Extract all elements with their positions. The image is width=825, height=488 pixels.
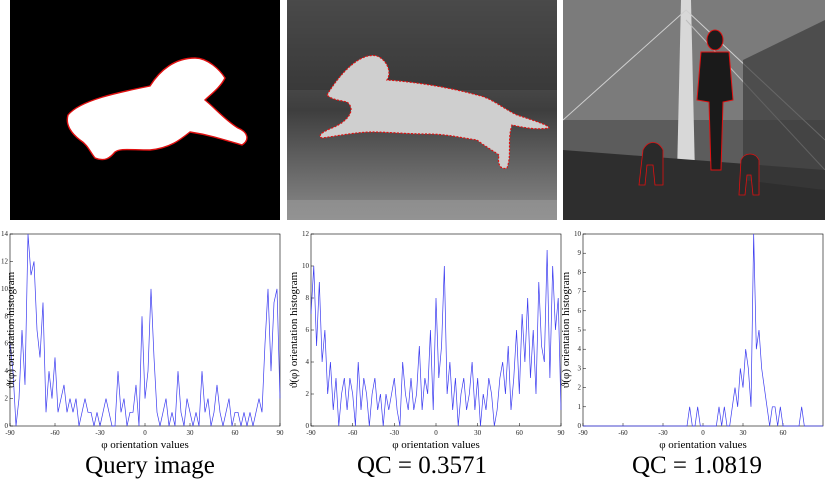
caption-qc-0-3571: QC = 0.3571 — [356, 452, 488, 479]
y-tick-label: 2 — [5, 395, 9, 403]
x-tick-label: -60 — [618, 429, 628, 437]
histogram-series-line — [9, 233, 281, 427]
y-tick-label: 6 — [306, 326, 310, 334]
histogram-series-line — [310, 249, 562, 427]
x-tick-label: 90 — [558, 429, 566, 437]
x-tick-label: -60 — [348, 429, 358, 437]
leaping-dog-panel — [287, 0, 557, 220]
y-tick-label: 10 — [574, 230, 582, 238]
y-tick-label: 10 — [302, 262, 310, 270]
x-tick-label: 30 — [740, 429, 748, 437]
x-tick-label: 30 — [474, 429, 482, 437]
y-tick-label: 0 — [306, 422, 310, 430]
y-tick-label: 4 — [306, 358, 310, 366]
y-tick-label: 12 — [1, 257, 9, 265]
x-tick-label: -90 — [578, 429, 588, 437]
y-tick-label: 3 — [578, 364, 582, 372]
y-tick-label: 6 — [5, 340, 9, 348]
y-axis-label: ϑ(φ) orientation histogram — [288, 271, 300, 388]
plot-area — [582, 233, 824, 427]
y-tick-label: 7 — [578, 288, 582, 296]
y-axis-label: ϑ(φ) orientation histogram — [5, 271, 17, 388]
histogram-chart-qc-0-3571: 0 2 4 6 8 10 12 -90 -60 -30 0 30 60 90 φ orientation v… — [283, 228, 566, 451]
query-image-panel — [10, 0, 280, 220]
x-axis-label: φ orientation values — [101, 439, 189, 451]
x-tick-label: 0 — [143, 429, 147, 437]
y-tick-label: 0 — [5, 422, 9, 430]
x-tick-label: 90 — [277, 429, 285, 437]
x-tick-label: 60 — [780, 429, 788, 437]
y-tick-label: 8 — [306, 294, 310, 302]
x-tick-label: 0 — [434, 429, 438, 437]
y-tick-label: 6 — [578, 307, 582, 315]
y-tick-label: 4 — [5, 367, 9, 375]
y-tick-label: 14 — [1, 230, 9, 238]
y-tick-label: 2 — [306, 390, 310, 398]
bridge-scene-image — [563, 0, 825, 220]
y-tick-label: 8 — [578, 268, 582, 276]
x-tick-label: -90 — [5, 429, 15, 437]
x-tick-label: -30 — [658, 429, 668, 437]
bridge-scene-panel — [563, 0, 825, 220]
x-tick-label: 60 — [516, 429, 524, 437]
y-tick-label: 5 — [578, 326, 582, 334]
y-tick-label: 4 — [578, 345, 582, 353]
x-tick-label: -30 — [390, 429, 400, 437]
caption-query-image: Query image — [85, 452, 215, 479]
histogram-chart-qc-1-0819: 0 1 2 3 4 5 6 7 8 9 10 -90 -60 -30 0 30 60 φ orientation … — [560, 228, 825, 451]
query-silhouette-image — [10, 0, 280, 220]
x-tick-label: -30 — [95, 429, 105, 437]
x-tick-label: 30 — [187, 429, 195, 437]
x-axis-label: φ orientation values — [659, 439, 747, 451]
y-tick-label: 12 — [302, 230, 310, 238]
x-tick-label: -90 — [306, 429, 316, 437]
x-axis-label: φ orientation values — [392, 439, 480, 451]
y-tick-label: 1 — [578, 403, 582, 411]
leaping-dog-image — [287, 0, 557, 220]
histogram-chart-query: 0 2 4 6 8 10 12 14 -90 -60 -30 0 30 60 90 φ orientation… — [1, 228, 285, 451]
y-tick-label: 10 — [1, 285, 9, 293]
y-tick-label: 2 — [578, 384, 582, 392]
caption-qc-1-0819: QC = 1.0819 — [631, 452, 763, 479]
x-tick-label: 0 — [701, 429, 705, 437]
y-tick-label: 8 — [5, 312, 9, 320]
x-tick-label: -60 — [50, 429, 60, 437]
y-tick-label: 9 — [578, 249, 582, 257]
histogram-series-line — [583, 233, 823, 427]
y-tick-label: 0 — [578, 422, 582, 430]
x-tick-label: 60 — [232, 429, 240, 437]
y-axis-label: ϑ(φ) orientation histogram — [560, 271, 572, 388]
